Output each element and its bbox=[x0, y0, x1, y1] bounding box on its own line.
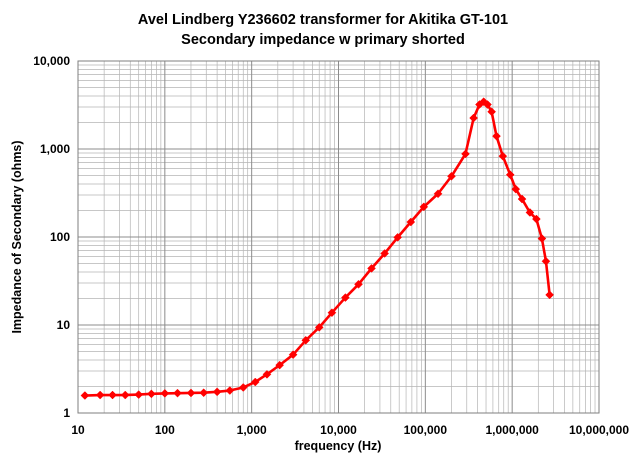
data-point bbox=[433, 189, 443, 199]
data-point bbox=[212, 387, 222, 397]
data-point bbox=[134, 390, 144, 399]
data-point bbox=[517, 194, 527, 204]
data-point bbox=[537, 234, 547, 243]
data-point bbox=[511, 184, 521, 194]
data-point bbox=[225, 386, 235, 395]
data-point bbox=[505, 170, 515, 180]
x-tick-labels: 10 100 1,000 10,000 100,000 1,000,000 10,000,0… bbox=[71, 423, 629, 437]
data-point bbox=[80, 391, 90, 400]
data-point bbox=[173, 388, 182, 398]
y-tick-labels: 1 10 100 1,000 10,000 bbox=[33, 54, 70, 420]
data-point bbox=[419, 202, 429, 212]
y-tick-label: 100 bbox=[50, 230, 70, 244]
x-tick-label: 10,000 bbox=[320, 423, 357, 437]
data-point bbox=[487, 107, 496, 117]
data-point bbox=[367, 264, 376, 273]
data-point bbox=[532, 214, 541, 224]
x-axis-label: frequency (Hz) bbox=[295, 439, 382, 453]
chart-subtitle: Secondary impedance w primary shorted bbox=[181, 32, 465, 48]
data-point bbox=[525, 208, 535, 217]
data-point bbox=[186, 388, 196, 398]
data-point bbox=[314, 323, 324, 332]
data-point bbox=[301, 335, 311, 345]
data-point bbox=[262, 369, 272, 379]
data-point bbox=[461, 149, 470, 159]
data-point bbox=[199, 388, 209, 398]
plot-frame bbox=[77, 60, 600, 414]
data-point bbox=[545, 290, 554, 300]
y-tick-label: 10,000 bbox=[33, 54, 70, 68]
data-point bbox=[147, 389, 156, 399]
x-tick-label: 1,000,000 bbox=[485, 423, 539, 437]
y-axis-label: Impedance of Secondary (ohms) bbox=[10, 140, 24, 333]
data-point bbox=[492, 131, 501, 141]
data-point bbox=[469, 113, 478, 123]
x-tick-label: 1,000 bbox=[237, 423, 267, 437]
data-point bbox=[250, 377, 260, 387]
data-point bbox=[238, 383, 248, 392]
y-tick-label: 1 bbox=[63, 406, 70, 420]
series-impedance bbox=[80, 97, 554, 400]
data-point bbox=[288, 350, 298, 360]
x-tick-label: 100 bbox=[155, 423, 175, 437]
data-point bbox=[447, 171, 456, 181]
data-point bbox=[406, 217, 416, 227]
data-point bbox=[327, 308, 337, 318]
data-point bbox=[120, 390, 130, 400]
y-tick-label: 10 bbox=[57, 318, 71, 332]
x-tick-label: 10 bbox=[71, 423, 85, 437]
chart-title: Avel Lindberg Y236602 transformer for Ak… bbox=[138, 12, 508, 28]
data-point bbox=[541, 256, 551, 266]
data-point bbox=[498, 151, 508, 161]
data-point bbox=[160, 389, 170, 398]
x-tick-label: 100,000 bbox=[404, 423, 448, 437]
data-point bbox=[393, 233, 403, 242]
data-point bbox=[341, 293, 350, 302]
data-point bbox=[95, 390, 105, 400]
data-point bbox=[483, 100, 492, 109]
y-tick-label: 1,000 bbox=[40, 142, 70, 156]
x-tick-label: 10,000,000 bbox=[569, 423, 629, 437]
data-point bbox=[275, 360, 284, 370]
data-point bbox=[354, 279, 363, 289]
data-point bbox=[380, 249, 390, 258]
data-point bbox=[108, 390, 117, 400]
